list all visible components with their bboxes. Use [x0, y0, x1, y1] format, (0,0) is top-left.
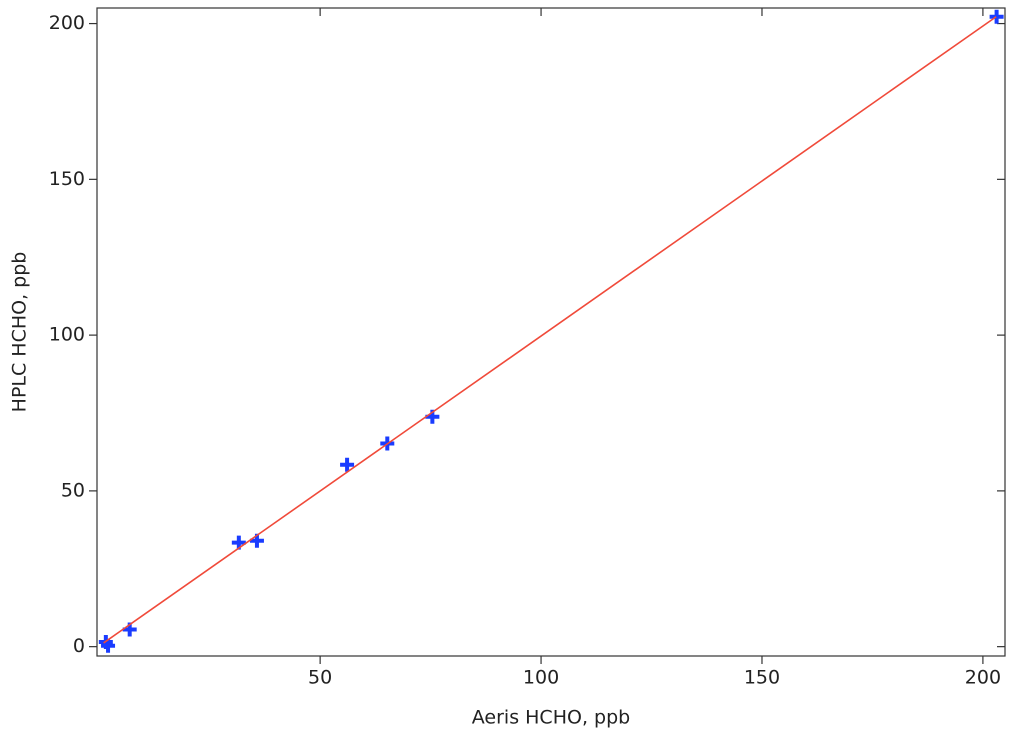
x-tick-label: 50 [308, 667, 332, 689]
data-point [989, 9, 1004, 24]
x-tick-label: 200 [965, 667, 1001, 689]
y-tick-label: 100 [49, 324, 85, 346]
y-axis-label: HPLC HCHO, ppb [9, 252, 31, 413]
y-tick-label: 150 [49, 168, 85, 190]
fit-line [103, 16, 997, 644]
y-tick-label: 200 [49, 12, 85, 34]
x-tick-label: 100 [523, 667, 559, 689]
x-axis-label: Aeris HCHO, ppb [472, 707, 630, 729]
y-tick-label: 0 [73, 635, 85, 657]
data-point [340, 457, 355, 472]
x-tick-label: 150 [744, 667, 780, 689]
data-point [101, 638, 116, 653]
plot-frame [96, 7, 1006, 657]
y-tick-label: 50 [61, 479, 85, 501]
